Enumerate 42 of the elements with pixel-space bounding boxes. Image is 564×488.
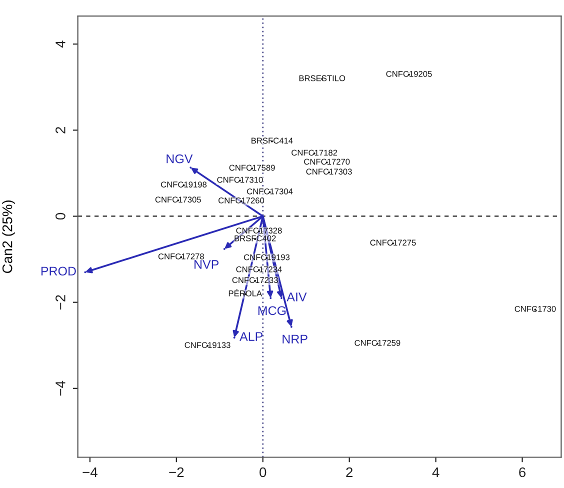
data-label: CNFC17328 [236, 228, 282, 234]
data-label: PÉROLA [228, 289, 262, 296]
data-label: CNFC17305 [155, 196, 201, 203]
data-label: CNFC17233 [232, 277, 278, 284]
y-tick-label: 4 [56, 40, 66, 48]
data-label: CNFC17259 [354, 340, 400, 346]
annotation: PROD [41, 266, 76, 276]
data-label: CNFC17270 [304, 158, 350, 165]
data-label: CNFC19193 [244, 254, 290, 260]
annotation: NRP [282, 334, 308, 344]
data-label: CNFC17589 [229, 164, 275, 171]
x-tick-label: 2 [346, 467, 352, 478]
data-label: CNFC17260 [218, 198, 264, 204]
x-tick-label: −4 [82, 467, 98, 478]
data-label: CNFC17234 [236, 266, 282, 272]
x-tick-label: −2 [169, 467, 184, 478]
data-label: CNFC17278 [158, 253, 204, 260]
y-tick-label: −2 [56, 295, 66, 310]
annotation: ALP [240, 332, 262, 341]
x-tick-label: 4 [432, 467, 440, 478]
annotation: NVP [194, 260, 219, 269]
data-label: BRSFC414 [252, 138, 293, 144]
x-tick-label: 6 [519, 467, 526, 478]
data-label: CNFC17310 [217, 176, 263, 183]
y-tick-label: −4 [56, 380, 66, 396]
data-label: CNFC19133 [184, 342, 230, 348]
annotation: AIV [286, 292, 307, 302]
data-label: CNFC19205 [386, 70, 432, 77]
data-label: BRSFC402 [234, 235, 276, 242]
y-tick-label: 0 [56, 212, 66, 220]
data-label: CNFC19198 [161, 182, 207, 188]
data-label: CNFC1730 [514, 306, 556, 312]
data-label: CNFC17304 [247, 188, 293, 194]
data-label: CNFC17303 [306, 168, 352, 175]
annotation: MCG [258, 306, 286, 316]
data-label: BRSESTILO [299, 75, 346, 82]
y-axis-title: Can2 (25%) [2, 200, 15, 274]
x-tick-label: 0 [260, 467, 266, 478]
data-label: CNFC17182 [292, 150, 338, 156]
y-tick-label: 2 [56, 126, 66, 134]
data-label: CNFC17275 [370, 240, 416, 246]
annotation: NGV [166, 154, 193, 164]
